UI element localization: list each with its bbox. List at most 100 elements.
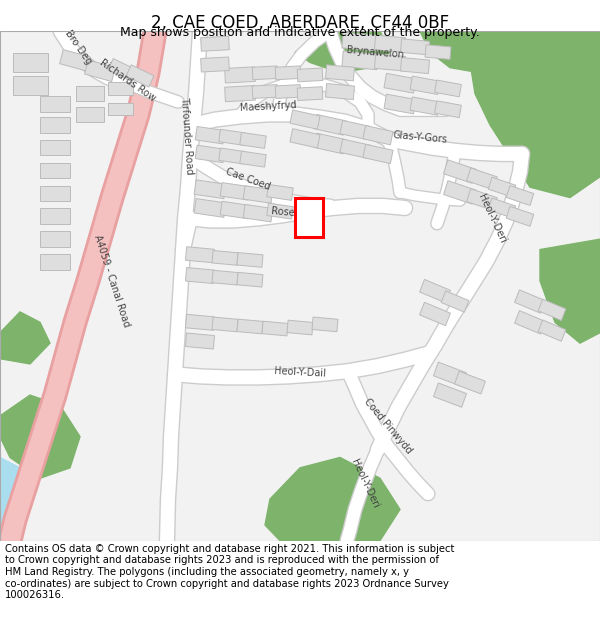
Bar	[340, 121, 370, 139]
Bar	[40, 209, 70, 224]
Bar	[419, 302, 451, 326]
Bar	[384, 73, 416, 93]
Bar	[243, 186, 273, 203]
Text: Cae Coed: Cae Coed	[224, 166, 272, 191]
Bar	[400, 58, 430, 74]
Text: Heol-Y-Deri: Heol-Y-Deri	[476, 192, 508, 244]
Bar	[488, 198, 516, 218]
Bar	[267, 184, 293, 201]
Bar	[219, 129, 245, 145]
Bar	[126, 65, 154, 87]
Text: Heol-Y-Dail: Heol-Y-Dail	[274, 366, 326, 379]
Bar	[40, 186, 70, 201]
Text: 2, CAE COED, ABERDARE, CF44 0BF: 2, CAE COED, ABERDARE, CF44 0BF	[151, 14, 449, 32]
Text: Heol-Y-Deri: Heol-Y-Deri	[349, 458, 381, 509]
Bar	[374, 35, 406, 52]
Text: Bro Deg: Bro Deg	[62, 28, 94, 66]
Bar	[212, 317, 238, 332]
Polygon shape	[470, 31, 600, 198]
Bar	[76, 86, 104, 101]
Text: Map shows position and indicative extent of the property.: Map shows position and indicative extent…	[120, 26, 480, 39]
Bar	[287, 320, 313, 335]
Bar	[237, 319, 263, 334]
Bar	[243, 204, 273, 222]
Bar	[434, 101, 461, 118]
Bar	[374, 54, 406, 71]
Polygon shape	[0, 458, 20, 541]
Bar	[314, 114, 346, 135]
Bar	[434, 383, 466, 408]
Bar	[195, 145, 225, 162]
Text: A4059 - Canal Road: A4059 - Canal Road	[92, 233, 131, 328]
Bar	[220, 201, 250, 219]
Text: Contains OS data © Crown copyright and database right 2021. This information is : Contains OS data © Crown copyright and d…	[5, 544, 454, 600]
Bar	[410, 76, 440, 94]
Bar	[267, 203, 293, 219]
Text: Brynawelon: Brynawelon	[346, 44, 404, 59]
Bar	[467, 189, 497, 211]
Bar	[434, 80, 461, 97]
Bar	[384, 94, 416, 114]
Bar	[240, 132, 266, 148]
Bar	[200, 57, 229, 72]
Bar	[200, 36, 229, 51]
Text: Maeshyfryd: Maeshyfryd	[239, 99, 296, 112]
Polygon shape	[295, 31, 390, 73]
Bar	[467, 168, 497, 190]
Bar	[107, 103, 133, 116]
Bar	[325, 65, 355, 81]
Bar	[275, 66, 301, 80]
Bar	[185, 268, 215, 284]
Bar	[342, 51, 378, 70]
Bar	[185, 247, 215, 262]
Bar	[40, 162, 70, 178]
Bar	[76, 107, 104, 122]
Bar	[410, 97, 440, 115]
Bar	[290, 129, 320, 148]
Bar	[342, 32, 378, 51]
Bar	[441, 291, 469, 312]
Bar	[363, 144, 393, 164]
Bar	[297, 87, 323, 101]
Bar	[312, 317, 338, 332]
Bar	[40, 231, 70, 247]
Bar	[194, 199, 226, 217]
Bar	[212, 270, 238, 285]
Bar	[195, 126, 225, 144]
Text: Glas-Y-Gors: Glas-Y-Gors	[392, 130, 448, 144]
Bar	[185, 314, 215, 331]
Bar	[538, 320, 566, 341]
Bar	[434, 362, 466, 386]
Bar	[220, 182, 250, 200]
Bar	[13, 53, 47, 72]
Bar	[108, 59, 136, 81]
Bar	[40, 254, 70, 270]
Bar	[325, 84, 355, 99]
Bar	[363, 126, 393, 145]
Bar	[443, 160, 476, 183]
Bar	[290, 110, 320, 129]
Bar	[515, 311, 545, 334]
Bar	[455, 371, 485, 394]
Bar	[538, 299, 566, 321]
Polygon shape	[540, 239, 600, 343]
Bar	[297, 68, 323, 82]
Bar	[194, 180, 226, 199]
Bar	[185, 333, 215, 349]
Bar	[295, 198, 323, 237]
Text: Tirfounder Road: Tirfounder Road	[179, 96, 195, 174]
Bar	[275, 84, 301, 99]
Text: Coed Pinwydd: Coed Pinwydd	[362, 397, 414, 456]
Bar	[240, 151, 266, 167]
Bar	[262, 321, 288, 336]
Bar	[443, 181, 476, 204]
Bar	[400, 39, 430, 55]
Bar	[515, 290, 545, 313]
Bar	[59, 49, 91, 71]
Bar	[506, 206, 534, 226]
Bar	[340, 139, 370, 158]
Polygon shape	[420, 31, 500, 73]
Bar	[488, 177, 516, 197]
Text: Rose Row: Rose Row	[271, 206, 319, 220]
Bar	[224, 67, 256, 83]
